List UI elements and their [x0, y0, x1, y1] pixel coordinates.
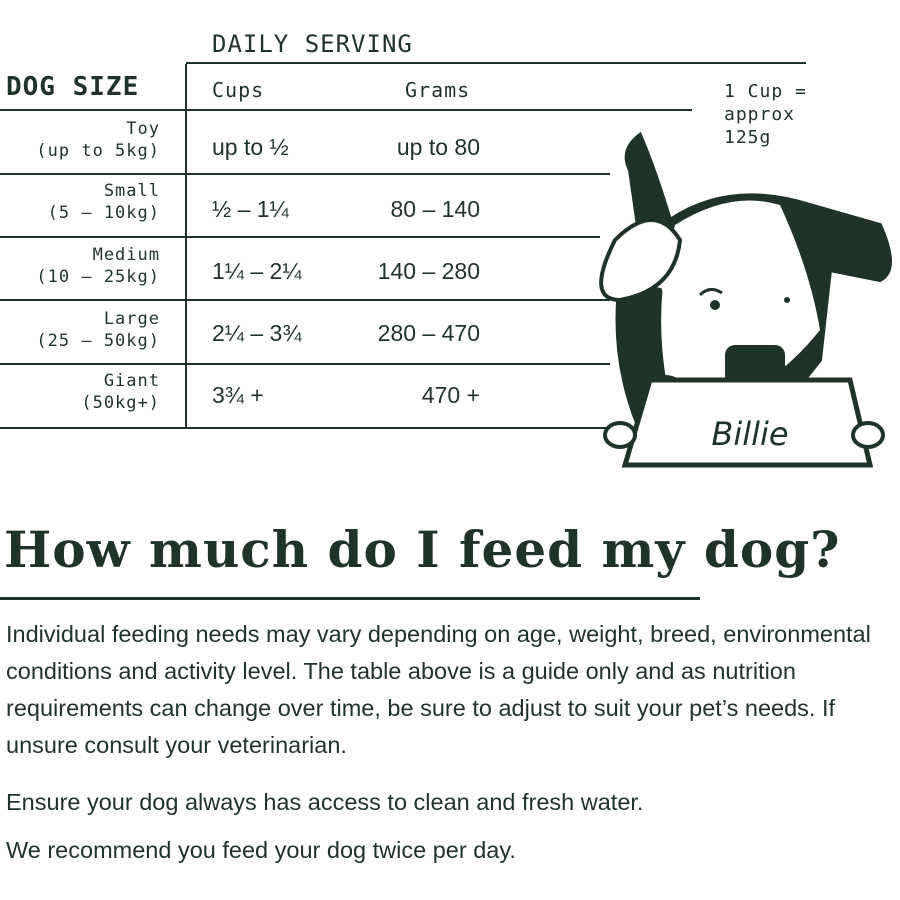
size-range: (50kg+) [81, 393, 160, 413]
dog-ear-left-icon [599, 218, 683, 303]
note-line: 1 Cup = [724, 81, 807, 102]
water-paragraph: Ensure your dog always has access to cle… [6, 789, 644, 815]
divider [186, 62, 806, 64]
size-label: Small [103, 181, 160, 201]
divider [0, 109, 692, 111]
cup-conversion-note: 1 Cup = approx 125g [724, 80, 807, 149]
frequency-paragraph: We recommend you feed your dog twice per… [6, 837, 516, 863]
dog-eye-icon [710, 300, 720, 310]
cups-value: 2¼ – 3¾ [212, 320, 302, 346]
grams-header: Grams [405, 78, 471, 102]
grams-value: 80 – 140 [390, 196, 480, 222]
cups-header: Cups [212, 78, 265, 102]
cups-value: 1¼ – 2¼ [212, 258, 302, 284]
note-line: 125g [724, 127, 772, 148]
feeding-guidance-paragraph: Individual feeding needs may vary depend… [6, 621, 871, 758]
grams-value: 470 + [421, 382, 480, 408]
cups-value: 3¾ + [212, 382, 264, 408]
grams-value: up to 80 [396, 134, 480, 160]
cups-value: up to ½ [212, 134, 289, 160]
divider [0, 427, 615, 429]
grams-value: 280 – 470 [377, 320, 480, 346]
size-range: (10 – 25kg) [36, 267, 160, 287]
size-label: Toy [126, 119, 160, 139]
size-range: (25 – 50kg) [36, 331, 160, 351]
size-label: Medium [92, 245, 160, 265]
grams-value: 140 – 280 [377, 258, 480, 284]
divider [0, 299, 610, 301]
dog-illustration: Billie [599, 131, 892, 468]
title-underline [0, 597, 700, 600]
dog-ear-up-icon [624, 131, 673, 244]
divider [0, 236, 600, 238]
divider [0, 173, 610, 175]
divider [0, 363, 610, 365]
note-line: approx [724, 104, 796, 125]
size-range: (up to 5kg) [36, 141, 160, 161]
daily-serving-header: DAILY SERVING [212, 30, 413, 58]
page-title: How much do I feed my dog? [4, 520, 841, 579]
size-label: Large [103, 309, 160, 329]
cups-value: ½ – 1¼ [212, 196, 289, 222]
bowl-name: Billie [711, 415, 788, 453]
column-divider [185, 64, 187, 429]
size-range: (5 – 10kg) [47, 203, 160, 223]
dog-size-header: DOG SIZE [6, 72, 140, 102]
size-label: Giant [103, 371, 160, 391]
